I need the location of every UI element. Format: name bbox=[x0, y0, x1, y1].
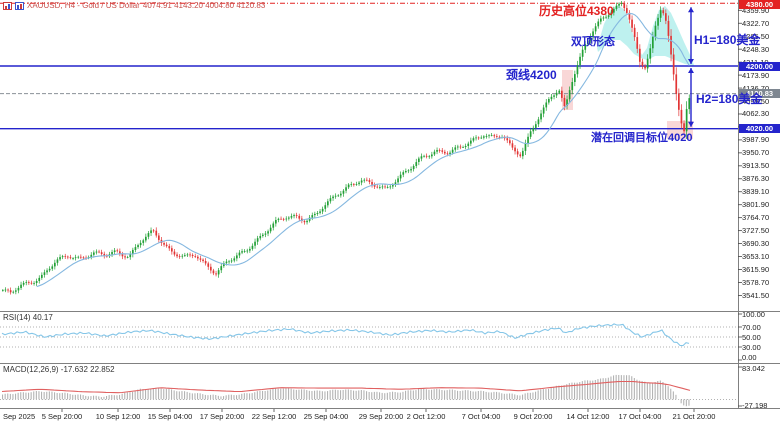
rsi-axis-tick: 70.00 bbox=[742, 322, 761, 332]
time-axis-label: 14 Oct 12:00 bbox=[566, 412, 610, 421]
price-axis-tick: 3653.10 bbox=[742, 252, 770, 262]
time-axis-label: 10 Sep 12:00 bbox=[95, 412, 141, 421]
rsi-axis-tick: 50.00 bbox=[742, 332, 761, 342]
price-axis-tick: 3541.50 bbox=[742, 290, 770, 300]
rsi-axis-tick: 0.00 bbox=[742, 352, 757, 362]
price-level-box-4200.00: 4200.00 bbox=[739, 61, 780, 71]
time-axis-label: 5 Sep 20:00 bbox=[41, 412, 83, 421]
rsi-axis-tick: 100.00 bbox=[742, 309, 765, 319]
price-axis-tick: 3578.70 bbox=[742, 277, 770, 287]
chart-header: XAUUSD, H4 - Gold / US Dollar 4074.91 41… bbox=[3, 1, 265, 10]
time-axis-label: 22 Sep 12:00 bbox=[251, 412, 297, 421]
candlestick-series bbox=[2, 1, 691, 295]
time-axis-label: 21 Oct 20:00 bbox=[672, 412, 716, 421]
price-axis-tick: 3801.90 bbox=[742, 200, 770, 210]
symbol-title: XAUUSD, H4 - Gold / US Dollar bbox=[27, 1, 140, 10]
time-axis-label: 9 Oct 20:00 bbox=[513, 412, 553, 421]
price-level-box-4020.00: 4020.00 bbox=[739, 124, 780, 134]
price-axis-tick: 3987.90 bbox=[742, 135, 770, 145]
annotation-neckline[interactable]: 颈线4200 bbox=[506, 68, 557, 82]
rsi-line bbox=[1, 323, 690, 347]
time-axis-label: 2 Oct 12:00 bbox=[406, 412, 446, 421]
double-top-pattern-shade bbox=[597, 5, 694, 66]
rsi-indicator-label: RSI(14) 40.17 bbox=[3, 313, 53, 322]
rsi-axis-tick: 30.00 bbox=[742, 342, 761, 352]
price-axis-tick: 3764.70 bbox=[742, 213, 770, 223]
macd-axis-tick: -27.198 bbox=[742, 400, 768, 410]
price-axis-tick: 4322.70 bbox=[742, 18, 770, 28]
price-axis-tick: 3615.90 bbox=[742, 265, 770, 275]
macd-signal-line bbox=[1, 380, 691, 394]
moving-average-line bbox=[36, 13, 690, 288]
price-axis-tick: 3727.50 bbox=[742, 226, 770, 236]
ohlc-values: 4074.91 4143.20 4004.80 4120.83 bbox=[142, 1, 266, 10]
highlight-zone-left bbox=[562, 70, 573, 110]
macd-axis-tick: 83.042 bbox=[742, 363, 765, 373]
price-level-box-4120.83: 4120.83 bbox=[739, 89, 780, 99]
price-axis-tick: 3950.70 bbox=[742, 148, 770, 158]
price-axis-tick: 3839.10 bbox=[742, 187, 770, 197]
macd-indicator-label: MACD(12,26,9) -17.632 22.852 bbox=[3, 365, 115, 374]
annotation-h1-measure[interactable]: H1=180美金 bbox=[694, 33, 761, 47]
time-axis-label: 17 Sep 20:00 bbox=[199, 412, 245, 421]
time-axis-label: 7 Oct 04:00 bbox=[461, 412, 501, 421]
price-axis-tick: 4173.90 bbox=[742, 70, 770, 80]
price-axis-tick: 3876.30 bbox=[742, 174, 770, 184]
annotation-h2-measure[interactable]: H2=180美金 bbox=[696, 92, 763, 106]
price-axis-tick: 4359.90 bbox=[742, 5, 770, 15]
price-level-box-4380.00: 4380.00 bbox=[739, 0, 780, 9]
time-axis-label: Sep 2025 bbox=[3, 412, 36, 421]
price-axis-tick: 3913.50 bbox=[742, 161, 770, 171]
chart-window-icon[interactable] bbox=[15, 1, 24, 10]
time-axis-label: 17 Oct 04:00 bbox=[618, 412, 662, 421]
annotation-pullback-target[interactable]: 潜在回调目标位4020 bbox=[591, 132, 693, 144]
price-axis-tick: 4136.70 bbox=[742, 83, 770, 93]
price-axis-tick: 4099.50 bbox=[742, 96, 770, 106]
price-axis-tick: 4285.50 bbox=[742, 31, 770, 41]
macd-histogram bbox=[2, 374, 690, 407]
time-axis-label: 15 Sep 04:00 bbox=[147, 412, 193, 421]
price-axis-tick: 3690.30 bbox=[742, 239, 770, 249]
price-axis-tick: 4248.30 bbox=[742, 44, 770, 54]
time-axis-label: 29 Sep 20:00 bbox=[358, 412, 404, 421]
time-axis-label: 25 Sep 04:00 bbox=[303, 412, 349, 421]
annotation-double-top[interactable]: 双顶形态 bbox=[571, 36, 615, 48]
annotation-historical-high[interactable]: 历史高位4380 bbox=[539, 4, 614, 18]
price-axis-tick: 4062.30 bbox=[742, 109, 770, 119]
indicator-window-icon[interactable] bbox=[3, 1, 12, 10]
